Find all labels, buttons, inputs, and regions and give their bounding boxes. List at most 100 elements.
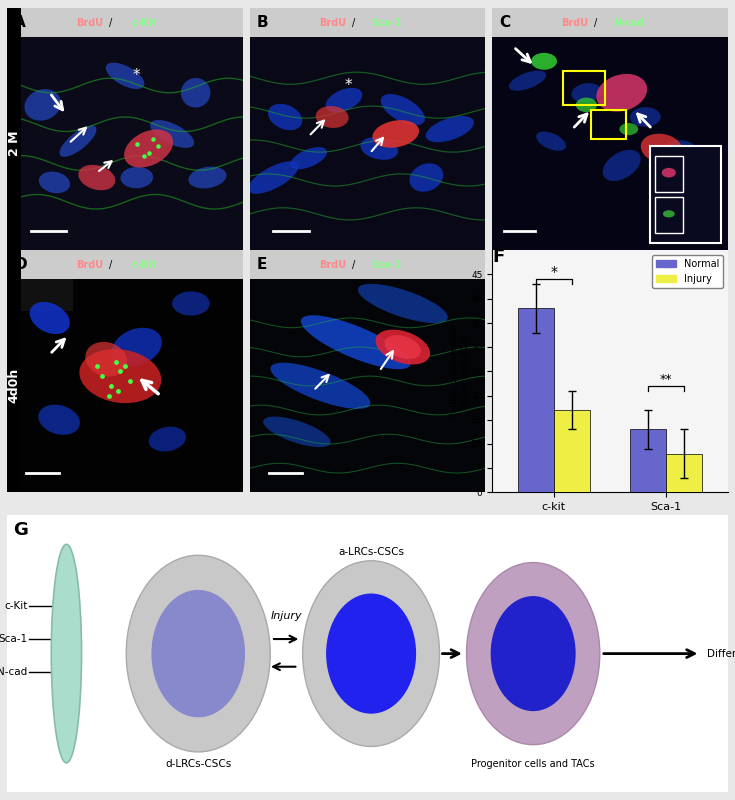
Point xyxy=(148,132,159,145)
Ellipse shape xyxy=(576,98,597,112)
Ellipse shape xyxy=(188,166,226,189)
Ellipse shape xyxy=(79,165,115,190)
Text: B: B xyxy=(257,15,268,30)
Ellipse shape xyxy=(263,417,331,447)
Point xyxy=(143,147,154,160)
Bar xyxy=(7,8,243,37)
Ellipse shape xyxy=(620,123,638,135)
Bar xyxy=(666,454,702,492)
Ellipse shape xyxy=(24,89,61,121)
Text: /: / xyxy=(110,260,112,270)
Bar xyxy=(650,146,720,243)
Text: a-LRCs-CSCs: a-LRCs-CSCs xyxy=(338,546,404,557)
Ellipse shape xyxy=(301,315,411,369)
Point xyxy=(110,355,121,368)
Ellipse shape xyxy=(630,107,661,126)
Text: D: D xyxy=(15,258,27,272)
Point xyxy=(112,384,124,397)
Text: F: F xyxy=(492,248,504,266)
Ellipse shape xyxy=(426,116,474,142)
Text: BrdU: BrdU xyxy=(76,18,104,27)
Bar xyxy=(7,8,21,250)
Point xyxy=(105,379,117,392)
Ellipse shape xyxy=(268,104,302,130)
Ellipse shape xyxy=(126,555,270,752)
Text: BrdU: BrdU xyxy=(319,18,345,27)
Ellipse shape xyxy=(270,362,370,409)
Bar xyxy=(21,277,74,310)
Ellipse shape xyxy=(491,596,576,711)
Ellipse shape xyxy=(358,284,448,323)
Point xyxy=(91,360,103,373)
Ellipse shape xyxy=(663,210,675,218)
Ellipse shape xyxy=(51,544,82,763)
Y-axis label: double positive cells
(% versus LRCs): double positive cells (% versus LRCs) xyxy=(451,325,470,418)
Ellipse shape xyxy=(649,159,665,171)
Text: /: / xyxy=(352,260,355,270)
Text: Sca-1: Sca-1 xyxy=(371,18,401,27)
Bar xyxy=(492,8,728,37)
Text: E: E xyxy=(257,258,268,272)
Ellipse shape xyxy=(360,137,398,160)
Text: /: / xyxy=(110,18,112,27)
Text: *: * xyxy=(551,266,557,279)
Ellipse shape xyxy=(79,349,161,403)
Text: N-cad: N-cad xyxy=(613,18,645,27)
Ellipse shape xyxy=(106,62,144,89)
Text: 2 M: 2 M xyxy=(8,131,21,156)
Ellipse shape xyxy=(38,405,80,435)
Ellipse shape xyxy=(39,171,70,194)
Text: Sca-1: Sca-1 xyxy=(371,260,401,270)
Ellipse shape xyxy=(150,120,194,148)
Ellipse shape xyxy=(537,131,566,151)
Legend: Normal, Injury: Normal, Injury xyxy=(653,255,723,288)
Text: N-cad: N-cad xyxy=(0,667,27,677)
Ellipse shape xyxy=(467,562,600,745)
Text: c-Kit: c-Kit xyxy=(131,18,157,27)
Text: c-Kit: c-Kit xyxy=(131,260,157,270)
Ellipse shape xyxy=(384,335,421,359)
Text: /: / xyxy=(594,18,598,27)
Point xyxy=(115,365,126,378)
Ellipse shape xyxy=(662,168,676,178)
Ellipse shape xyxy=(641,134,683,163)
Ellipse shape xyxy=(571,83,601,102)
Text: Sca-1: Sca-1 xyxy=(0,634,27,644)
Ellipse shape xyxy=(124,130,173,167)
Ellipse shape xyxy=(60,126,96,157)
Ellipse shape xyxy=(409,163,443,192)
Text: A: A xyxy=(15,15,26,30)
Text: Injury: Injury xyxy=(270,611,302,621)
Ellipse shape xyxy=(29,302,70,334)
Text: c-Kit: c-Kit xyxy=(4,602,27,611)
Bar xyxy=(7,250,243,279)
Ellipse shape xyxy=(148,426,186,451)
Text: /: / xyxy=(352,18,355,27)
Bar xyxy=(563,71,605,105)
Ellipse shape xyxy=(596,74,647,112)
Ellipse shape xyxy=(509,70,546,90)
Point xyxy=(138,150,150,162)
Text: *: * xyxy=(345,78,353,93)
Text: BrdU: BrdU xyxy=(76,260,104,270)
Point xyxy=(103,389,115,402)
Text: Differentiated cells: Differentiated cells xyxy=(708,649,735,658)
Bar xyxy=(630,430,666,492)
Ellipse shape xyxy=(376,330,430,365)
Ellipse shape xyxy=(112,328,162,366)
Text: Progenitor cells and TACs: Progenitor cells and TACs xyxy=(471,759,595,770)
Text: d-LRCs-CSCs: d-LRCs-CSCs xyxy=(165,759,232,770)
Ellipse shape xyxy=(248,162,298,194)
Point xyxy=(152,140,164,153)
Ellipse shape xyxy=(303,561,440,746)
Ellipse shape xyxy=(316,106,348,128)
Bar xyxy=(250,250,485,279)
Ellipse shape xyxy=(326,594,416,714)
Text: BrdU: BrdU xyxy=(561,18,588,27)
Ellipse shape xyxy=(290,147,327,170)
Bar xyxy=(655,197,683,234)
Text: BrdU: BrdU xyxy=(319,260,345,270)
Ellipse shape xyxy=(85,342,127,377)
Ellipse shape xyxy=(662,140,699,166)
Bar xyxy=(7,250,21,492)
